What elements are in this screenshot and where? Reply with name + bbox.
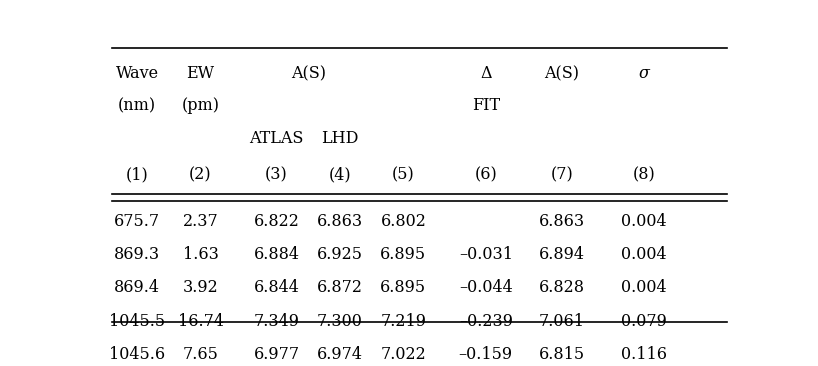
Text: (8): (8) <box>633 167 656 183</box>
Text: 869.4: 869.4 <box>115 280 160 296</box>
Text: 0.004: 0.004 <box>622 213 667 230</box>
Text: 7.219: 7.219 <box>380 313 426 330</box>
Text: 6.863: 6.863 <box>539 213 585 230</box>
Text: 675.7: 675.7 <box>114 213 160 230</box>
Text: (pm): (pm) <box>182 97 219 115</box>
Text: 2.37: 2.37 <box>182 213 218 230</box>
Text: 0.004: 0.004 <box>622 280 667 296</box>
Text: 16.74: 16.74 <box>178 313 223 330</box>
Text: (nm): (nm) <box>118 97 156 115</box>
Text: Δ: Δ <box>480 65 492 82</box>
Text: 6.894: 6.894 <box>539 246 585 263</box>
Text: 6.974: 6.974 <box>317 346 363 363</box>
Text: 0.116: 0.116 <box>622 346 667 363</box>
Text: 6.815: 6.815 <box>539 346 585 363</box>
Text: (4): (4) <box>329 167 351 183</box>
Text: (5): (5) <box>392 167 415 183</box>
Text: 6.884: 6.884 <box>254 246 299 263</box>
Text: FIT: FIT <box>472 97 500 115</box>
Text: 1045.5: 1045.5 <box>109 313 165 330</box>
Text: 7.300: 7.300 <box>317 313 363 330</box>
Text: 3.92: 3.92 <box>182 280 218 296</box>
Text: 1045.6: 1045.6 <box>109 346 165 363</box>
Text: 6.828: 6.828 <box>539 280 585 296</box>
Text: Wave: Wave <box>115 65 159 82</box>
Text: –0.159: –0.159 <box>459 346 513 363</box>
Text: σ: σ <box>639 65 649 82</box>
Text: (3): (3) <box>265 167 288 183</box>
Text: 6.802: 6.802 <box>380 213 426 230</box>
Text: 7.349: 7.349 <box>254 313 299 330</box>
Text: A(S): A(S) <box>290 65 326 82</box>
Text: (7): (7) <box>551 167 573 183</box>
Text: 6.925: 6.925 <box>317 246 363 263</box>
Text: ATLAS: ATLAS <box>249 130 303 147</box>
Text: –0.044: –0.044 <box>459 280 513 296</box>
Text: –0.031: –0.031 <box>459 246 513 263</box>
Text: 7.65: 7.65 <box>182 346 218 363</box>
Text: 0.004: 0.004 <box>622 246 667 263</box>
Text: (6): (6) <box>474 167 497 183</box>
Text: 6.977: 6.977 <box>254 346 299 363</box>
Text: A(S): A(S) <box>544 65 579 82</box>
Text: 7.022: 7.022 <box>380 346 426 363</box>
Text: 7.061: 7.061 <box>539 313 585 330</box>
Text: –0.239: –0.239 <box>459 313 513 330</box>
Text: 0.079: 0.079 <box>622 313 667 330</box>
Text: (1): (1) <box>126 167 149 183</box>
Text: 6.844: 6.844 <box>254 280 299 296</box>
Text: EW: EW <box>187 65 214 82</box>
Text: 6.872: 6.872 <box>317 280 363 296</box>
Text: 6.822: 6.822 <box>254 213 299 230</box>
Text: (2): (2) <box>189 167 212 183</box>
Text: 6.895: 6.895 <box>380 280 426 296</box>
Text: 6.895: 6.895 <box>380 246 426 263</box>
Text: 869.3: 869.3 <box>114 246 160 263</box>
Text: 6.863: 6.863 <box>317 213 363 230</box>
Text: 1.63: 1.63 <box>182 246 218 263</box>
Text: LHD: LHD <box>321 130 358 147</box>
